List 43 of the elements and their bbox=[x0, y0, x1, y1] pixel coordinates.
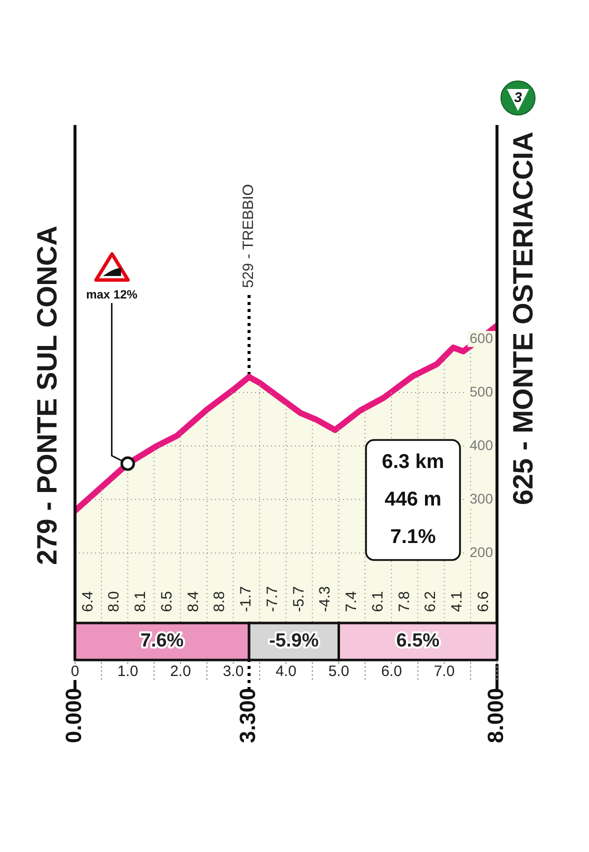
x2-tick-label: 0.000 bbox=[61, 688, 86, 744]
annotation: 279 - PONTE SUL CONCA bbox=[32, 226, 63, 565]
x2-tick-label: 3.300 bbox=[235, 688, 260, 744]
annotation: 7.8 bbox=[396, 591, 413, 612]
band-label: 7.6% bbox=[140, 630, 184, 652]
annotation: 6.1 bbox=[369, 591, 386, 612]
annotation: 625 - MONTE OSTERIACCIA bbox=[508, 132, 539, 505]
annotation: 8.0 bbox=[106, 591, 123, 612]
y-tick-label: 500 bbox=[470, 383, 494, 400]
band-label: -5.9% bbox=[269, 630, 319, 652]
annotation: 6.3 km bbox=[382, 451, 444, 474]
annotation: -7.7 bbox=[264, 586, 281, 612]
y-tick-label: 200 bbox=[470, 544, 494, 560]
badge-icon: 3 bbox=[500, 80, 536, 116]
annotation: max 12% bbox=[86, 287, 138, 302]
y-tick-label: 300 bbox=[470, 490, 494, 506]
x-tick-label: 0 bbox=[70, 663, 80, 680]
annotation: -1.7 bbox=[238, 586, 255, 612]
x-tick-label: 4.0 bbox=[276, 663, 296, 680]
annotation: 8.1 bbox=[132, 591, 150, 612]
x-tick-label: 2.0 bbox=[170, 663, 191, 680]
x2-tick-label: 8.000 bbox=[483, 688, 508, 744]
annotation: 7.1% bbox=[390, 526, 436, 548]
x-tick-label: 5.0 bbox=[328, 663, 350, 680]
annotation: 6.5 bbox=[158, 591, 176, 612]
annotation: -5.7 bbox=[290, 586, 308, 612]
annotation: 8.4 bbox=[184, 591, 202, 612]
annotation: 7.4 bbox=[343, 591, 360, 612]
annotation: 6.6 bbox=[474, 591, 492, 612]
x-tick-label: 6.0 bbox=[381, 663, 402, 680]
annotation: 4.1 bbox=[448, 591, 466, 612]
annotation: -4.3 bbox=[316, 586, 334, 612]
y-tick-label: 600 bbox=[470, 330, 494, 346]
annotation: 6.2 bbox=[422, 591, 440, 612]
annotation: 446 m bbox=[384, 488, 442, 511]
y-tick-label: 400 bbox=[470, 436, 494, 453]
annotation: 8.8 bbox=[211, 591, 228, 612]
x-tick-label: 3.0 bbox=[222, 663, 244, 680]
ref-line-label: 529 - TREBBIO bbox=[240, 184, 258, 288]
band-label: 6.5% bbox=[396, 630, 440, 652]
annotation: 6.4 bbox=[79, 591, 96, 612]
x-tick-label: 1.0 bbox=[117, 663, 138, 680]
x-tick-label: 7.0 bbox=[434, 663, 455, 680]
